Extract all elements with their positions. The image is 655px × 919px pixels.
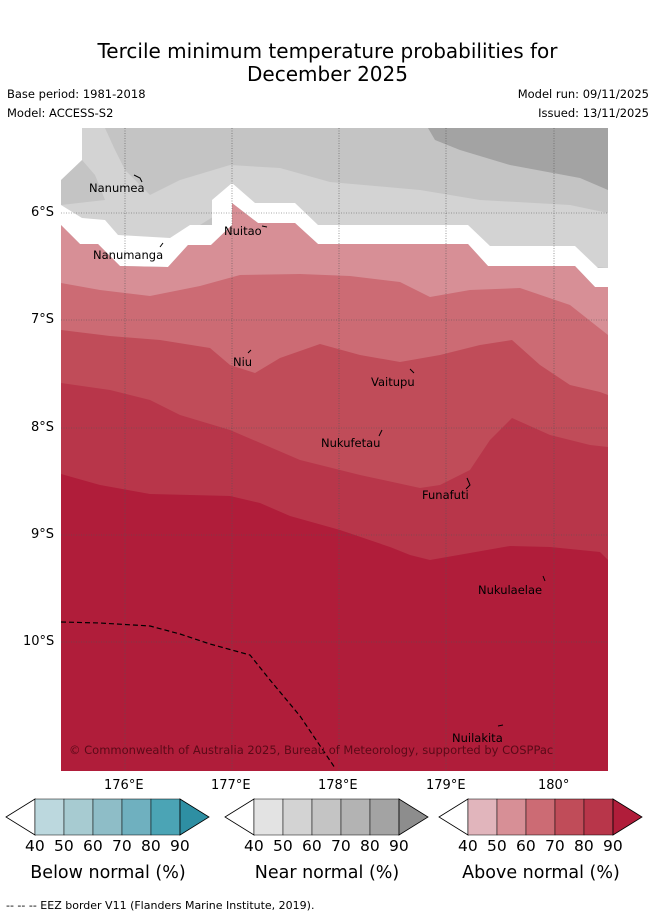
near-normal-40-region bbox=[61, 128, 82, 180]
colorbar-segment bbox=[253, 798, 284, 836]
place-label: Nukulaelae bbox=[478, 583, 543, 597]
colorbar-segment bbox=[583, 798, 614, 836]
title-line-1: Tercile minimum temperature probabilitie… bbox=[97, 39, 558, 63]
lat-label: 7°S bbox=[31, 312, 55, 327]
island-outlines bbox=[133, 174, 546, 727]
colorbar-tick-label: 40 bbox=[244, 837, 264, 855]
model-name: Model: ACCESS-S2 bbox=[7, 106, 114, 120]
colorbar-segment bbox=[92, 798, 123, 836]
lon-label: 176°E bbox=[104, 778, 144, 793]
colorbar-tick-label: 70 bbox=[331, 837, 351, 855]
colorbar-segment bbox=[121, 798, 152, 836]
colorbar-tick-label: 80 bbox=[141, 837, 161, 855]
colorbar-tick-label: 90 bbox=[170, 837, 190, 855]
graticule bbox=[61, 128, 608, 771]
base-period: Base period: 1981-2018 bbox=[7, 87, 146, 101]
lon-label: 180° bbox=[538, 778, 570, 793]
colorbar-over-triangle bbox=[398, 798, 429, 836]
place-label: Nukufetau bbox=[321, 436, 381, 450]
colorbar-segment bbox=[34, 798, 65, 836]
place-label: Funafuti bbox=[422, 488, 469, 502]
colorbar-tick-label: 50 bbox=[54, 837, 74, 855]
colorbar-tick-label: 90 bbox=[603, 837, 623, 855]
colorbar-tick-label: 80 bbox=[574, 837, 594, 855]
colorbar-tick-label: 50 bbox=[273, 837, 293, 855]
colorbar-segment bbox=[282, 798, 313, 836]
place-label: Nuitao bbox=[224, 224, 262, 238]
colorbar-segment bbox=[63, 798, 94, 836]
place-label: Nanumea bbox=[89, 181, 145, 195]
place-label: Niu bbox=[233, 355, 253, 369]
lat-label: 10°S bbox=[23, 634, 55, 649]
copyright-notice: © Commonwealth of Australia 2025, Bureau… bbox=[69, 743, 554, 757]
near-normal-label: Near normal (%) bbox=[254, 863, 400, 883]
probability-fields bbox=[61, 128, 608, 771]
colorbar-tick-label: 70 bbox=[112, 837, 132, 855]
colorbar-tick-label: 90 bbox=[389, 837, 409, 855]
above-normal-90-region bbox=[61, 474, 608, 771]
above-normal-label: Above normal (%) bbox=[462, 863, 620, 883]
near-normal-40-band bbox=[61, 183, 608, 287]
lon-label: 178°E bbox=[318, 778, 358, 793]
map-title: Tercile minimum temperature probabilitie… bbox=[0, 40, 655, 86]
colorbar-tick-label: 80 bbox=[360, 837, 380, 855]
colorbar-segment bbox=[150, 798, 181, 836]
colorbar-under-triangle bbox=[438, 798, 469, 836]
place-label: Nuilakita bbox=[452, 731, 503, 745]
colorbar-segment bbox=[525, 798, 556, 836]
colorbar-tick-label: 60 bbox=[83, 837, 103, 855]
near-normal-90-region bbox=[428, 128, 608, 190]
lon-label: 179°E bbox=[426, 778, 466, 793]
colorbar-tick-label: 60 bbox=[302, 837, 322, 855]
title-line-2: December 2025 bbox=[247, 62, 408, 86]
issued-date: Issued: 13/11/2025 bbox=[538, 106, 649, 120]
colorbar-under-triangle bbox=[5, 798, 36, 836]
below-normal-colorbar bbox=[5, 798, 210, 836]
lat-label: 9°S bbox=[31, 527, 55, 542]
eez-border bbox=[61, 621, 336, 769]
colorbar-segment bbox=[369, 798, 400, 836]
colorbar-segment bbox=[340, 798, 371, 836]
colorbar-over-triangle bbox=[612, 798, 643, 836]
colorbar-under-triangle bbox=[224, 798, 255, 836]
eez-footnote: -- -- -- EEZ border V11 (Flanders Marine… bbox=[6, 899, 315, 912]
lat-label: 8°S bbox=[31, 420, 55, 435]
colorbar-over-triangle bbox=[179, 798, 210, 836]
near-normal-colorbar bbox=[224, 798, 429, 836]
colorbar-tick-label: 50 bbox=[487, 837, 507, 855]
colorbar-tick-label: 60 bbox=[516, 837, 536, 855]
lon-label: 177°E bbox=[211, 778, 251, 793]
colorbar-segment bbox=[467, 798, 498, 836]
colorbar-tick-label: 40 bbox=[25, 837, 45, 855]
colorbar-tick-label: 40 bbox=[458, 837, 478, 855]
colorbar-segment bbox=[311, 798, 342, 836]
place-label: Vaitupu bbox=[371, 375, 415, 389]
place-label: Nanumanga bbox=[93, 248, 164, 262]
colorbar-segment bbox=[554, 798, 585, 836]
legend-bars bbox=[5, 798, 643, 836]
colorbar-segment bbox=[496, 798, 527, 836]
below-normal-label: Below normal (%) bbox=[30, 863, 186, 883]
above-normal-colorbar bbox=[438, 798, 643, 836]
lat-label: 6°S bbox=[31, 205, 55, 220]
colorbar-tick-label: 70 bbox=[545, 837, 565, 855]
model-run: Model run: 09/11/2025 bbox=[517, 87, 649, 101]
